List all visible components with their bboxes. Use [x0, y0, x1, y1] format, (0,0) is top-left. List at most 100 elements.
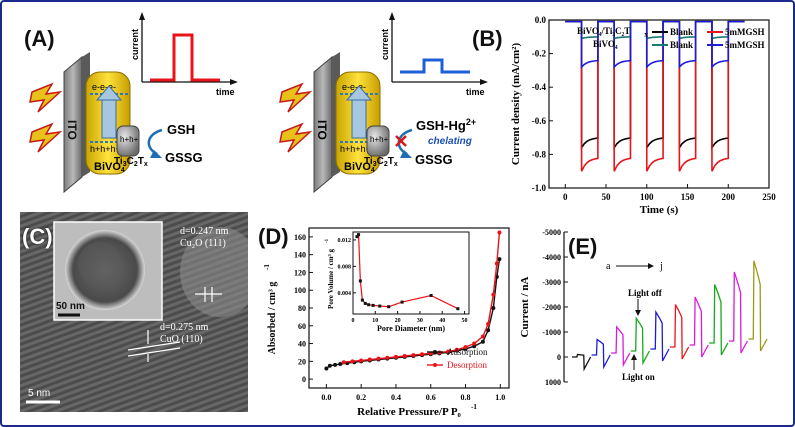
data-point	[324, 366, 329, 371]
legend-label: Desorption	[447, 360, 487, 370]
legend-label: Adsorption	[447, 347, 488, 357]
series-line	[565, 20, 745, 151]
legend-label: Blank	[670, 27, 693, 37]
legend-label: 5mMGSH	[725, 27, 765, 37]
series-line	[748, 260, 768, 352]
light-bolt-icon	[29, 82, 63, 113]
x-tick-label: 250	[762, 192, 776, 202]
y-tick-label: -1000	[542, 328, 561, 337]
electrons-label: e-e-e-	[92, 82, 116, 92]
gsh-label: GSH	[167, 122, 195, 137]
gssg-label: GSSG	[165, 150, 203, 165]
inset-data-point	[400, 300, 404, 304]
data-point	[420, 352, 425, 357]
series-line	[591, 338, 611, 370]
data-point	[341, 360, 346, 365]
data-point	[463, 345, 468, 350]
y-tick-label: 0	[557, 353, 561, 362]
data-point	[327, 363, 332, 368]
y-tick-label: -1.0	[532, 183, 547, 193]
data-point	[454, 347, 459, 352]
data-point	[411, 353, 416, 358]
data-point	[472, 341, 477, 346]
lattice-marker-1	[195, 287, 222, 302]
data-point	[393, 354, 398, 359]
inset-data-point	[358, 279, 362, 283]
inset-x-tick-label: 50	[462, 318, 468, 324]
y-tick-label: 0.0	[535, 15, 547, 25]
x-tick-label: 1.0	[495, 393, 505, 402]
ito-label-2: ITO	[315, 120, 329, 140]
light-bolt-icon	[279, 122, 313, 153]
inset-xlabel-2: time	[466, 87, 485, 97]
inset-y-tick-label: 0.004	[338, 291, 352, 297]
data-point	[333, 362, 338, 367]
x-tick-label: 0.2	[356, 393, 366, 402]
series-line	[630, 316, 650, 366]
data-point	[359, 358, 364, 363]
data-point	[446, 349, 451, 354]
schematic-right: ITO e-e-e- h+h+h+ BiVO4 h+h+ Ti3C2Tx GSH…	[279, 12, 488, 194]
data-point	[497, 257, 502, 262]
panel-label-c: (C)	[22, 224, 53, 249]
y-tick-label: 0	[302, 375, 306, 384]
light-bolt-icon	[29, 122, 63, 153]
data-point	[491, 292, 496, 297]
inset-x-tick-label: 40	[439, 318, 445, 324]
holes-label: h+h+h+	[90, 144, 121, 154]
y-tick-label: -4000	[542, 253, 561, 262]
bivo4-label-2: BiVO4	[344, 161, 375, 174]
inset-ylabel-2: current	[380, 29, 390, 60]
gssg-label-2: GSSG	[415, 152, 453, 167]
main-scale-label: 5 nm	[28, 388, 50, 399]
series-line	[611, 325, 631, 368]
y-tick-label: -3000	[542, 278, 561, 287]
x-tick-label: 100	[640, 192, 654, 202]
series-line	[565, 20, 745, 40]
panel-label-a: (A)	[24, 26, 55, 51]
y-tick-label: 40	[298, 340, 306, 349]
inset-ylabel: current	[130, 29, 140, 60]
inset-series-line	[356, 232, 459, 310]
y-tick-label: -2000	[542, 303, 561, 312]
sequence-arrow-head	[648, 263, 654, 269]
y-axis-label: Absorbed / cm³ g	[267, 282, 278, 355]
x-axis-label-sup: -1	[471, 403, 477, 411]
panel-label-d: (D)	[258, 224, 289, 249]
y-tick-label: -0.2	[532, 49, 547, 59]
d-spacing-2: d=0.275 nm	[160, 322, 209, 333]
inset-data-point	[429, 293, 433, 297]
x-tick-label: 0.6	[426, 393, 436, 402]
data-point	[486, 322, 491, 326]
inset-y-label: Pore Volume / cm³ g	[327, 249, 335, 309]
tem-image: 50 nm d=0.247 nm Cu₂O (111) d=0.275 nm C…	[20, 212, 248, 412]
inset-data-point	[360, 298, 364, 302]
y-tick-label: 160	[294, 233, 306, 242]
bivo4-label: BiVO4	[94, 161, 125, 174]
inset-y-tick-label: 0.012	[338, 238, 352, 244]
arrow-label-end: j	[659, 261, 663, 272]
y-tick-label: -0.6	[532, 116, 547, 126]
legend-group-1: BiVO₄/Ti₃C₂T	[577, 26, 630, 36]
series-line	[670, 304, 690, 360]
blocked-cross-icon	[395, 135, 407, 147]
inset-xlabel: time	[216, 87, 235, 97]
x-tick-label: 50	[602, 192, 612, 202]
y-tick-label: 1000	[545, 378, 561, 387]
legend-group-2: BiVO₄	[593, 39, 618, 49]
series-line	[565, 20, 745, 172]
light-on-label: Light on	[622, 372, 655, 382]
series-line	[709, 284, 729, 356]
y-tick-label: 80	[298, 304, 306, 313]
electrons-label-2: e-e-e-	[342, 82, 366, 92]
x-axis-label: Relative Pressure/P P₀	[357, 406, 461, 418]
legend-marker	[433, 350, 437, 354]
inset-x-tick-label: 30	[417, 318, 423, 324]
inset-x-tick-label: 10	[372, 318, 378, 324]
panel-label-e: (E)	[568, 234, 598, 259]
x-tick-label: 0.4	[391, 393, 401, 402]
mxene-block	[116, 125, 140, 157]
transfer-arrow-up	[101, 97, 117, 139]
light-on-arrow-head	[631, 354, 637, 360]
data-point	[494, 261, 499, 266]
